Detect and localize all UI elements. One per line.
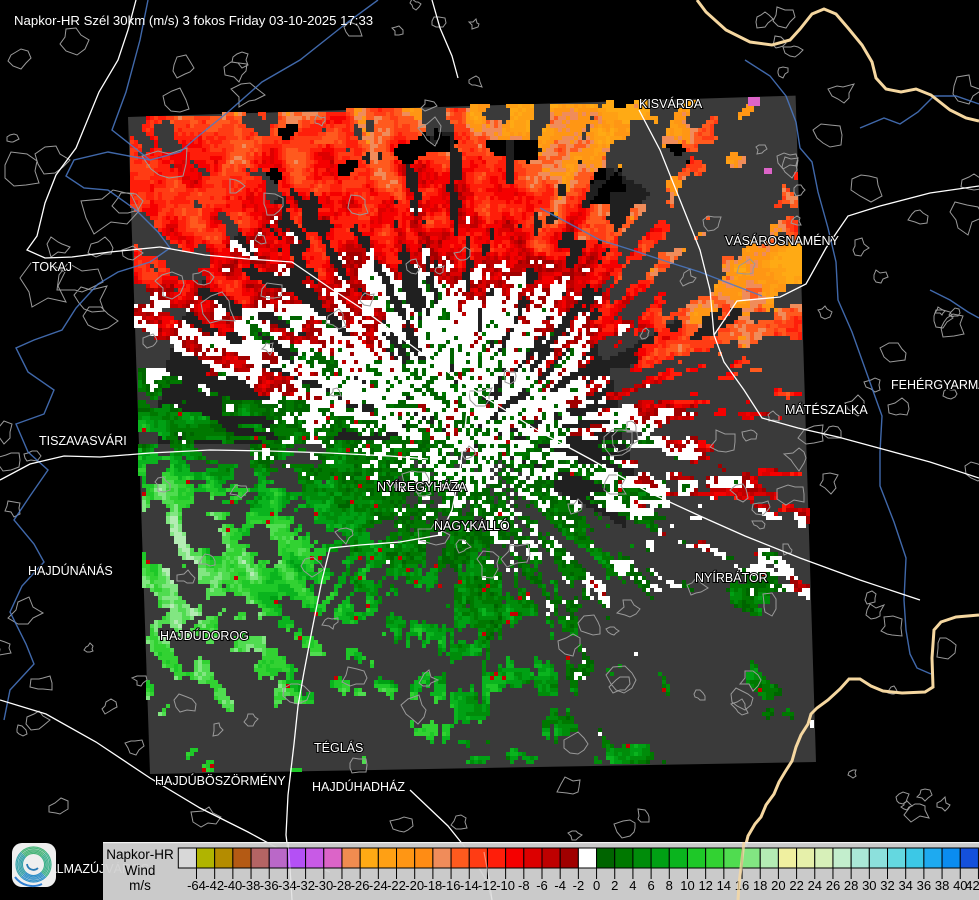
svg-text:0: 0 — [593, 878, 600, 893]
svg-text:-16: -16 — [442, 878, 461, 893]
svg-text:-14: -14 — [460, 878, 479, 893]
svg-text:m/s: m/s — [129, 878, 151, 893]
svg-text:TÉGLÁS: TÉGLÁS — [314, 740, 363, 755]
svg-text:-20: -20 — [405, 878, 424, 893]
svg-text:34: 34 — [898, 878, 912, 893]
svg-text:-40: -40 — [224, 878, 243, 893]
svg-text:16: 16 — [735, 878, 749, 893]
svg-text:NYÍRBÁTOR: NYÍRBÁTOR — [695, 570, 768, 585]
svg-text:30: 30 — [862, 878, 876, 893]
svg-text:-22: -22 — [387, 878, 406, 893]
svg-text:10: 10 — [680, 878, 694, 893]
svg-text:40: 40 — [953, 878, 967, 893]
svg-text:-26: -26 — [351, 878, 370, 893]
svg-text:14: 14 — [717, 878, 731, 893]
svg-text:TISZAVASVÁRI: TISZAVASVÁRI — [39, 433, 127, 448]
svg-text:38: 38 — [935, 878, 949, 893]
svg-text:2: 2 — [611, 878, 618, 893]
svg-text:-6: -6 — [536, 878, 548, 893]
svg-text:Wind: Wind — [125, 863, 156, 878]
svg-text:FEHÉRGYARMAT: FEHÉRGYARMAT — [891, 377, 979, 392]
svg-text:-2: -2 — [573, 878, 585, 893]
svg-text:42: 42 — [965, 878, 979, 893]
svg-text:NYÍREGYHÁZA: NYÍREGYHÁZA — [377, 479, 467, 494]
svg-text:-12: -12 — [478, 878, 497, 893]
svg-text:-18: -18 — [424, 878, 443, 893]
svg-text:-30: -30 — [314, 878, 333, 893]
svg-text:32: 32 — [880, 878, 894, 893]
svg-text:HAJDÚDOROG: HAJDÚDOROG — [160, 628, 249, 643]
svg-text:-28: -28 — [333, 878, 352, 893]
svg-text:24: 24 — [808, 878, 822, 893]
svg-text:Napkor-HR Szél 30km (m/s) 3 fo: Napkor-HR Szél 30km (m/s) 3 fokos Friday… — [14, 13, 373, 28]
svg-text:-8: -8 — [518, 878, 530, 893]
svg-text:VÁSÁROSNAMÉNY: VÁSÁROSNAMÉNY — [725, 233, 840, 248]
svg-text:20: 20 — [771, 878, 785, 893]
svg-text:-4: -4 — [554, 878, 566, 893]
svg-text:4: 4 — [629, 878, 636, 893]
svg-text:NAGYKÁLLÓ: NAGYKÁLLÓ — [434, 518, 510, 533]
svg-text:Napkor-HR: Napkor-HR — [106, 847, 174, 862]
svg-text:TOKAJ: TOKAJ — [32, 260, 72, 274]
svg-text:6: 6 — [647, 878, 654, 893]
svg-text:HAJDÚNÁNÁS: HAJDÚNÁNÁS — [28, 563, 113, 578]
svg-text:-24: -24 — [369, 878, 388, 893]
svg-text:22: 22 — [789, 878, 803, 893]
svg-text:KISVÁRDA: KISVÁRDA — [639, 96, 703, 111]
svg-text:MÁTÉSZALKA: MÁTÉSZALKA — [785, 402, 868, 417]
svg-text:HAJDÚBÖSZÖRMÉNY: HAJDÚBÖSZÖRMÉNY — [155, 773, 286, 788]
svg-text:26: 26 — [826, 878, 840, 893]
svg-text:36: 36 — [917, 878, 931, 893]
svg-text:12: 12 — [698, 878, 712, 893]
svg-text:-42: -42 — [205, 878, 224, 893]
svg-text:HAJDÚHADHÁZ: HAJDÚHADHÁZ — [312, 779, 405, 794]
svg-text:-32: -32 — [296, 878, 315, 893]
svg-text:-38: -38 — [242, 878, 261, 893]
svg-text:-36: -36 — [260, 878, 279, 893]
svg-text:-64: -64 — [187, 878, 206, 893]
svg-text:-34: -34 — [278, 878, 297, 893]
svg-text:18: 18 — [753, 878, 767, 893]
svg-text:-10: -10 — [496, 878, 515, 893]
svg-text:8: 8 — [666, 878, 673, 893]
svg-text:28: 28 — [844, 878, 858, 893]
